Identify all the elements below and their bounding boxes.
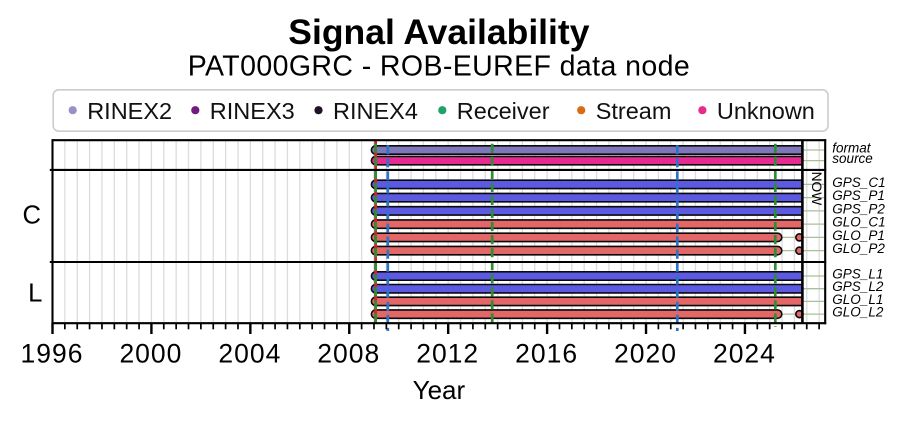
svg-text:GLO_P2: GLO_P2: [832, 241, 885, 256]
svg-text:L: L: [28, 280, 42, 308]
svg-text:GPS_L1: GPS_L1: [832, 266, 883, 281]
svg-text:GPS_P2: GPS_P2: [832, 201, 885, 216]
svg-text:RINEX3: RINEX3: [210, 98, 295, 124]
svg-text:2020: 2020: [614, 339, 677, 369]
svg-text:2000: 2000: [119, 339, 182, 369]
svg-text:2012: 2012: [416, 339, 479, 369]
svg-text:Receiver: Receiver: [457, 98, 550, 124]
svg-text:Signal Availability: Signal Availability: [288, 12, 589, 52]
svg-text:2004: 2004: [218, 339, 281, 369]
svg-text:source: source: [832, 151, 873, 166]
svg-text:PAT000GRC - ROB-EUREF data nod: PAT000GRC - ROB-EUREF data node: [188, 51, 690, 83]
svg-text:C: C: [22, 202, 40, 230]
svg-text:format: format: [832, 140, 872, 155]
svg-text:2024: 2024: [713, 339, 776, 369]
svg-text:Stream: Stream: [596, 98, 672, 124]
svg-text:GPS_P1: GPS_P1: [832, 188, 885, 203]
svg-text:1996: 1996: [21, 339, 84, 369]
svg-text:GLO_C1: GLO_C1: [832, 215, 885, 230]
svg-text:2016: 2016: [515, 339, 578, 369]
svg-text:GPS_L2: GPS_L2: [832, 279, 884, 294]
svg-text:GLO_P1: GLO_P1: [832, 228, 885, 243]
svg-text:Unknown: Unknown: [717, 98, 815, 124]
svg-text:RINEX4: RINEX4: [333, 98, 418, 124]
svg-text:Year: Year: [413, 375, 466, 405]
svg-text:NOW: NOW: [809, 172, 824, 206]
svg-text:GLO_L1: GLO_L1: [832, 292, 883, 307]
svg-text:2008: 2008: [317, 339, 380, 369]
svg-text:RINEX2: RINEX2: [87, 98, 172, 124]
svg-text:GLO_L2: GLO_L2: [832, 305, 884, 320]
svg-text:GPS_C1: GPS_C1: [832, 175, 885, 190]
